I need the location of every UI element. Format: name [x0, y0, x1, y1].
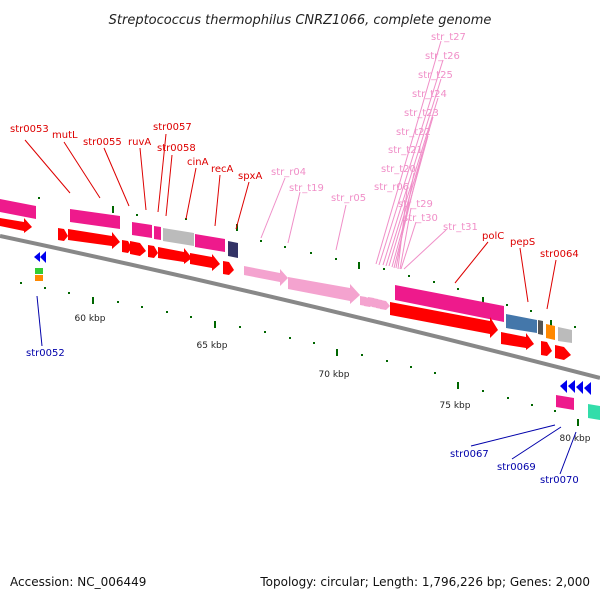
cds-arrow — [158, 247, 192, 264]
label-str_t24: str_t24 — [412, 89, 447, 100]
label-str_t31: str_t31 — [443, 222, 478, 233]
cds-arrow — [122, 240, 132, 253]
scale-label-60: 60 kbp — [75, 314, 106, 324]
cds-arrow — [390, 302, 498, 338]
label-str_r06: str_r06 — [374, 182, 409, 193]
label-str_t27: str_t27 — [431, 32, 466, 43]
label-str0055: str0055 — [83, 137, 122, 148]
pink-callouts — [260, 40, 447, 270]
cds-arrow — [68, 229, 120, 249]
gene-spxA — [228, 241, 238, 258]
label-str_t20: str_t20 — [381, 164, 416, 175]
gene-str0064 — [558, 327, 572, 343]
cds-arrow — [223, 261, 234, 275]
label-mutL: mutL — [52, 130, 78, 141]
accession-text: Accession: NC_006449 — [10, 575, 146, 589]
cds-arrow — [541, 341, 552, 356]
label-str_t19: str_t19 — [289, 183, 324, 194]
label-str_t22: str_t22 — [396, 127, 431, 138]
green-gene — [35, 268, 43, 274]
label-ruvA: ruvA — [128, 137, 151, 148]
label-spxA: spxA — [238, 171, 262, 182]
gene-str0057 — [154, 226, 161, 240]
scale-label-80: 80 kbp — [560, 434, 591, 444]
orange-gene — [35, 275, 43, 281]
cds-arrow — [0, 218, 32, 233]
label-recA: recA — [211, 164, 234, 175]
label-str_t21: str_t21 — [388, 145, 423, 156]
cds-arrow — [190, 253, 220, 271]
blue-arrow — [568, 380, 575, 393]
label-str_t23: str_t23 — [404, 108, 439, 119]
label-str_r05: str_r05 — [331, 193, 366, 204]
label-pepS: pepS — [510, 237, 535, 248]
label-str_t25: str_t25 — [418, 70, 453, 81]
scale-label-75: 75 kbp — [440, 401, 471, 411]
scale-ticks — [20, 282, 579, 426]
cds-arrow — [130, 241, 146, 256]
upper-ticks — [38, 197, 576, 328]
blue-arrow — [560, 380, 567, 393]
cds-arrow — [501, 332, 534, 350]
gene-polC — [395, 285, 504, 322]
trna-cluster — [360, 296, 390, 310]
rna-arrow — [288, 277, 360, 304]
label-str_t29: str_t29 — [398, 199, 433, 210]
label-str0058: str0058 — [157, 143, 196, 154]
label-polC: polC — [482, 231, 504, 242]
topology-text: Topology: circular; Length: 1,796,226 bp… — [259, 575, 590, 589]
blue-arrow — [40, 251, 46, 263]
gene-mutL — [70, 209, 120, 229]
red-callouts — [24, 133, 557, 310]
blue-callouts — [36, 295, 577, 475]
scale-label-70: 70 kbp — [319, 370, 350, 380]
cds-arrow — [148, 245, 158, 258]
label-str_r04: str_r04 — [271, 167, 306, 178]
gene-ruvA — [132, 222, 152, 238]
gene-dark-grey — [538, 320, 543, 335]
scale-label-65: 65 kbp — [197, 341, 228, 351]
rna-arrow — [244, 266, 288, 286]
gene-cinA — [195, 234, 225, 252]
blue-arrow — [584, 382, 591, 395]
blue-arrow — [34, 252, 40, 262]
cds-arrow — [58, 228, 68, 241]
gene-orange — [546, 324, 555, 340]
label-str0057: str0057 — [153, 122, 192, 133]
label-str_t30: str_t30 — [403, 213, 438, 224]
rna-row — [244, 266, 390, 310]
label-str0069: str0069 — [497, 462, 536, 473]
gene-pepS — [506, 314, 537, 333]
label-str0053: str0053 — [10, 124, 49, 135]
label-str0070: str0070 — [540, 475, 579, 486]
genome-backbone — [0, 234, 600, 380]
map-title: Streptococcus thermophilus CNRZ1066, com… — [109, 13, 492, 28]
gene-str0067 — [556, 395, 574, 410]
label-str0064: str0064 — [540, 249, 579, 260]
gene-str0053 — [0, 199, 36, 219]
label-str_t26: str_t26 — [425, 51, 460, 62]
cds-arrow — [555, 345, 571, 360]
label-cinA: cinA — [187, 157, 209, 168]
blue-arrow — [576, 381, 583, 394]
gene-green — [588, 404, 600, 420]
gene-row — [0, 199, 600, 420]
small-genes — [34, 251, 591, 395]
cds-row — [0, 218, 571, 360]
label-str0052: str0052 — [26, 348, 65, 359]
gene-misc-grey — [163, 228, 194, 246]
label-str0067: str0067 — [450, 449, 489, 460]
